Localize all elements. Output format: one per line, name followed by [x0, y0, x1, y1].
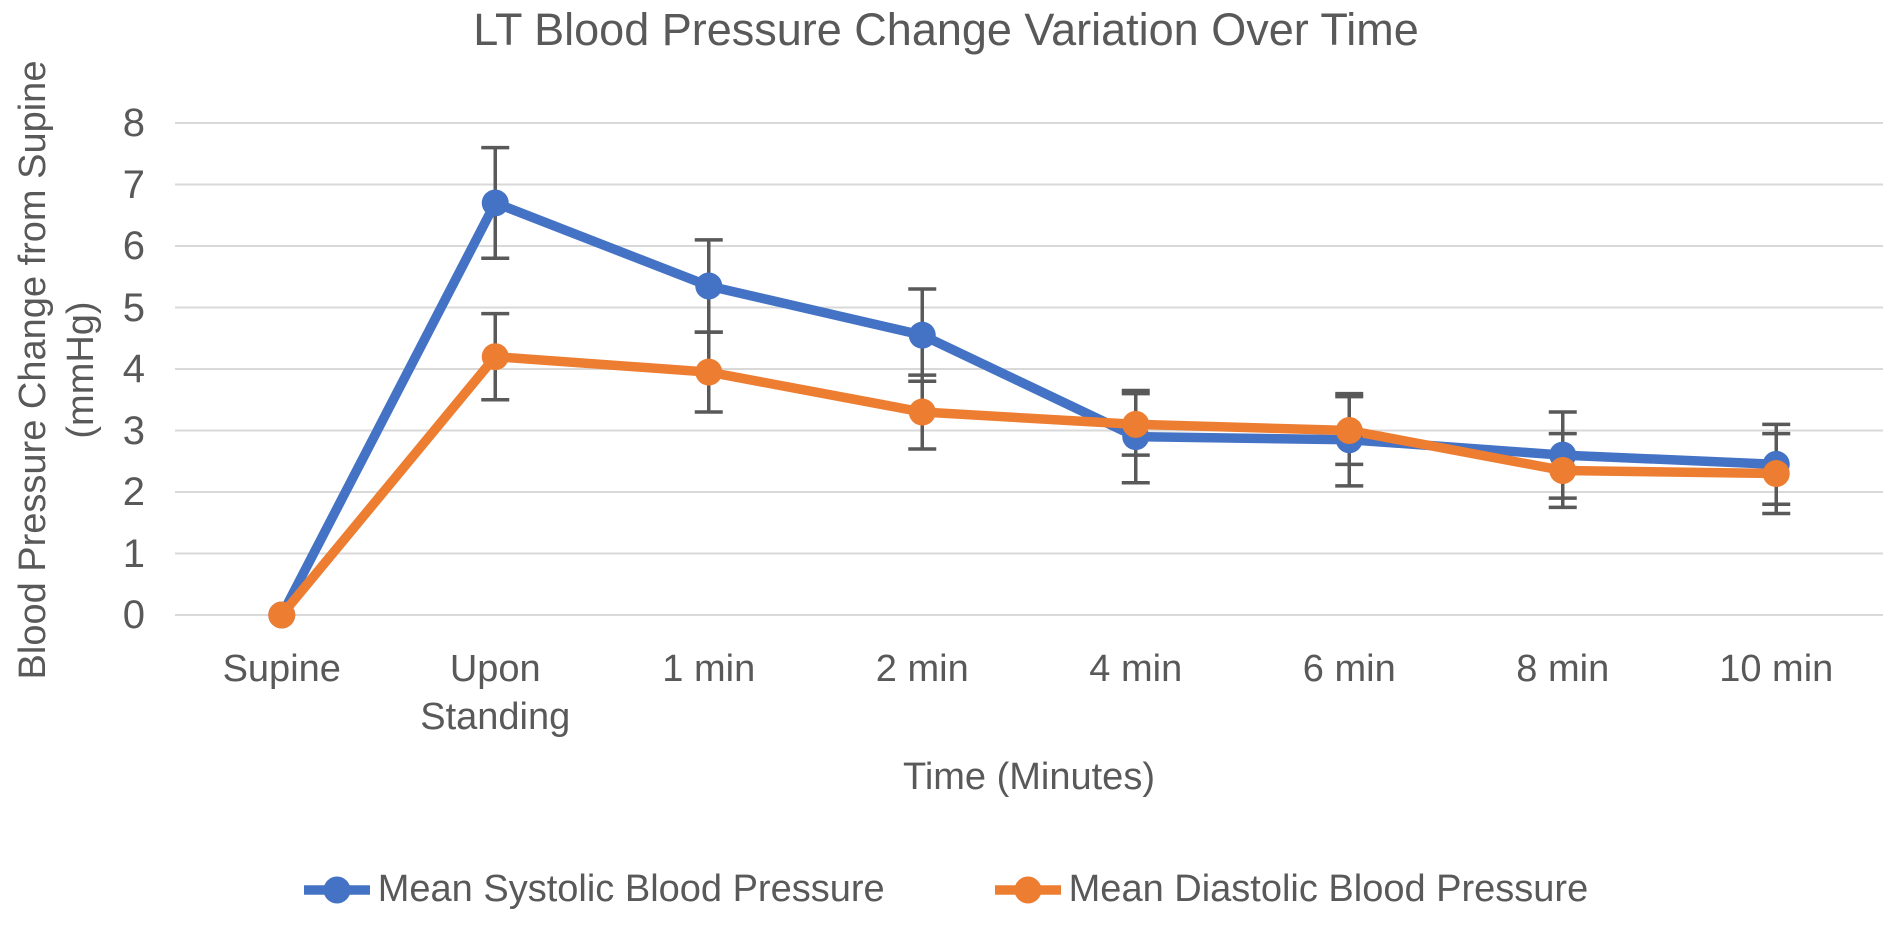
- marker-mean-diastolic-blood-pressure-1-min: [695, 358, 723, 386]
- x-axis-title: Time (Minutes): [903, 756, 1155, 798]
- y-tick-label-8: 8: [122, 101, 145, 145]
- marker-mean-systolic-blood-pressure-1-min: [695, 272, 723, 300]
- x-tick-label-6-min: 6 min: [1302, 648, 1396, 690]
- x-tick-label-2-min: 2 min: [875, 648, 969, 690]
- marker-mean-diastolic-blood-pressure-4-min: [1122, 410, 1150, 438]
- y-tick-label-7: 7: [122, 162, 145, 207]
- series-line-mean-systolic-blood-pressure: [277, 198, 1781, 620]
- marker-mean-diastolic-blood-pressure-supine: [268, 601, 296, 629]
- legend-label: Mean Systolic Blood Pressure: [377, 868, 885, 910]
- marker-mean-systolic-blood-pressure-upon-standing: [481, 189, 509, 217]
- series-line-mean-diastolic-blood-pressure: [277, 351, 1781, 620]
- x-tick-label-1-min: 1 min: [662, 648, 756, 690]
- y-tick-label-2: 2: [122, 470, 145, 514]
- marker-mean-diastolic-blood-pressure-6-min: [1335, 417, 1363, 444]
- y-tick-label-0: 0: [122, 593, 145, 637]
- legend-label: Mean Diastolic Blood Pressure: [1068, 868, 1589, 910]
- legend-marker-icon: [994, 876, 1061, 903]
- legend-item-mean-diastolic-blood-pressure: Mean Diastolic Blood Pressure: [994, 868, 1589, 911]
- marker-mean-diastolic-blood-pressure-10-min: [1762, 460, 1790, 488]
- marker-mean-systolic-blood-pressure-2-min: [908, 321, 936, 349]
- y-tick-label-6: 6: [122, 224, 145, 268]
- legend-item-mean-systolic-blood-pressure: Mean Systolic Blood Pressure: [303, 868, 885, 911]
- x-tick-label-10-min: 10 min: [1719, 648, 1834, 690]
- x-tick-label-4-min: 4 min: [1089, 648, 1183, 690]
- chart-title: LT Blood Pressure Change Variation Over …: [473, 4, 1419, 55]
- y-tick-label-3: 3: [122, 408, 145, 453]
- y-tick-label-4: 4: [122, 347, 145, 391]
- y-tick-label-5: 5: [122, 285, 145, 330]
- marker-mean-diastolic-blood-pressure-upon-standing: [481, 343, 509, 371]
- legend: Mean Systolic Blood Pressure Mean Diastol…: [0, 868, 1892, 911]
- x-tick-label-supine: Supine: [222, 648, 341, 690]
- marker-mean-diastolic-blood-pressure-8-min: [1549, 456, 1577, 484]
- marker-mean-diastolic-blood-pressure-2-min: [908, 398, 936, 426]
- x-tick-label-8-min: 8 min: [1516, 648, 1610, 690]
- legend-marker-icon: [303, 876, 370, 903]
- y-tick-label-1: 1: [122, 531, 145, 576]
- x-tick-label-upon-standing: Upon Standing: [420, 648, 571, 738]
